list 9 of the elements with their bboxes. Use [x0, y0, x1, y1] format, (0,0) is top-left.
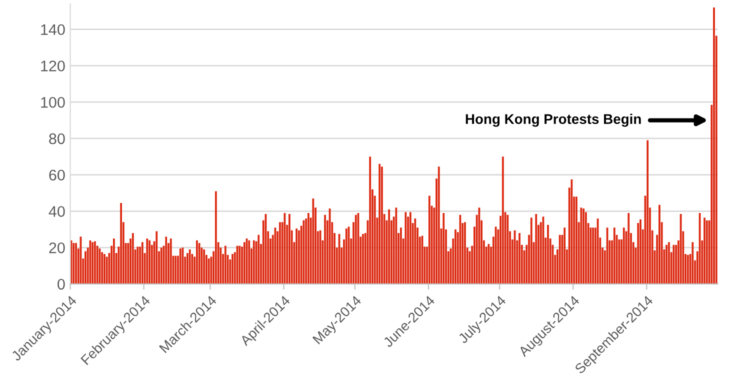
y-tick-label: 60	[49, 170, 65, 181]
y-tick-label: 0	[58, 278, 65, 290]
y-tick-label: 20	[49, 242, 65, 254]
y-tick-label: 40	[48, 206, 65, 217]
y-tick-label: 120	[41, 60, 65, 72]
annotation: Hong Kong Protests Begin	[466, 114, 641, 127]
y-tick-label: 100	[41, 96, 65, 108]
y-tick-label: 80	[49, 133, 65, 144]
y-tick-label: 140	[41, 24, 65, 36]
